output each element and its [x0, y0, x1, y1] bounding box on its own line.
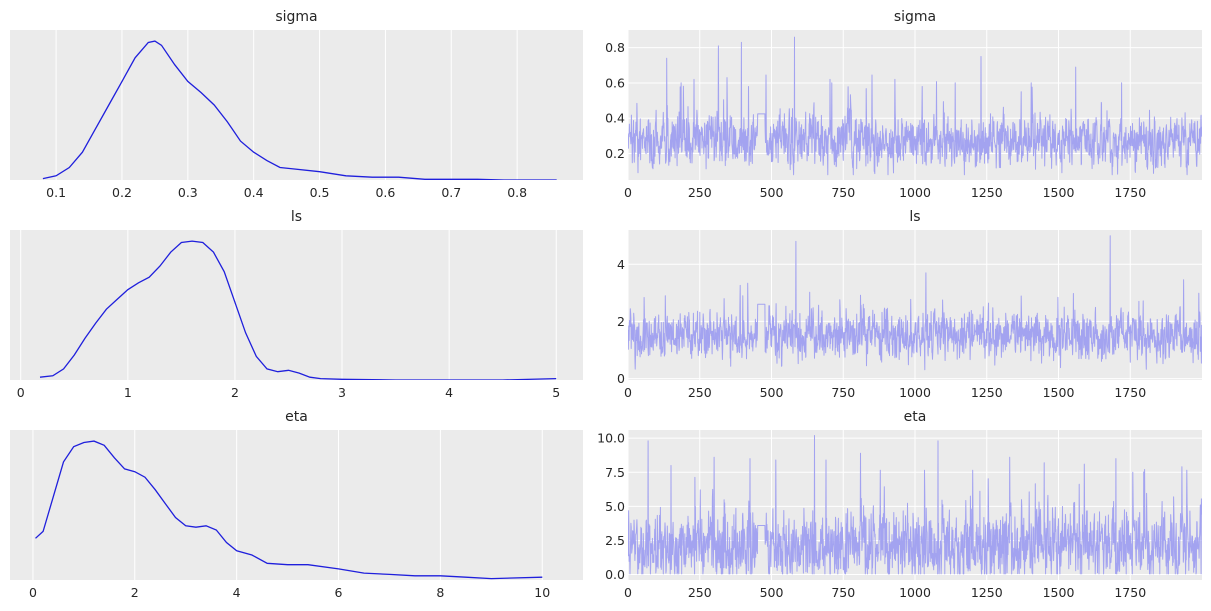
- x-tick-label: 0: [17, 385, 25, 400]
- y-tick-label: 7.5: [605, 465, 625, 480]
- panel-kde-eta: 0 2 4 6 8 10 eta: [10, 409, 583, 600]
- trace-line-ls: [628, 235, 1202, 371]
- x-tick-label: 0.1: [46, 185, 66, 200]
- x-tick-label: 1500: [1043, 585, 1075, 600]
- x-tick-label: 2: [131, 585, 139, 600]
- x-tick-label: 1750: [1114, 585, 1146, 600]
- x-tick-label: 250: [688, 585, 712, 600]
- kde-line-ls: [39, 240, 557, 380]
- x-tick-label: 1000: [899, 385, 931, 400]
- y-tick-label: 0: [617, 371, 625, 386]
- x-tick-label: 8: [436, 585, 444, 600]
- panel-trace-eta: 0 250 500 750 1000 1250 1500 1750 0.0 2.5 5.0 7.5 10…: [597, 409, 1202, 600]
- panel-title: ls: [291, 209, 302, 225]
- panel-kde-sigma: 0.1 0.2 0.3 0.4 0.5 0.6 0.7 0.8 sigma: [10, 9, 583, 200]
- x-tick-label: 250: [688, 385, 712, 400]
- y-tick-label: 0.6: [605, 75, 625, 90]
- trace-line-sigma: [628, 36, 1202, 176]
- y-tick-label: 0.0: [605, 567, 625, 582]
- x-tick-label: 500: [760, 385, 784, 400]
- x-tick-label: 1000: [899, 185, 931, 200]
- trace-line-eta: [628, 435, 1202, 575]
- x-tick-label: 1250: [971, 585, 1003, 600]
- x-tick-label: 750: [831, 385, 855, 400]
- panel-title: eta: [904, 409, 927, 425]
- panel-background: [10, 230, 583, 380]
- x-tick-label: 0.2: [112, 185, 132, 200]
- x-tick-label: 1750: [1114, 385, 1146, 400]
- panel-title: sigma: [275, 9, 317, 25]
- y-tick-label: 4: [617, 257, 625, 272]
- panel-trace-sigma: 0 250 500 750 1000 1250 1500 1750 0.2 0.4 0.6 0.8 si…: [605, 9, 1202, 200]
- x-tick-label: 0.7: [441, 185, 461, 200]
- x-tick-label: 3: [338, 385, 346, 400]
- x-tick-label: 0.5: [310, 185, 330, 200]
- x-tick-label: 1000: [899, 585, 931, 600]
- x-tick-label: 0.4: [244, 185, 264, 200]
- x-tick-label: 750: [831, 585, 855, 600]
- kde-line-sigma: [42, 40, 557, 180]
- x-tick-label: 500: [760, 585, 784, 600]
- panel-trace-ls: 0 250 500 750 1000 1250 1500 1750 0 2 4 ls: [617, 209, 1202, 400]
- x-tick-label: 0: [624, 585, 632, 600]
- x-tick-label: 4: [445, 385, 453, 400]
- x-tick-label: 250: [688, 185, 712, 200]
- x-tick-label: 1250: [971, 385, 1003, 400]
- panel-background: [10, 30, 583, 180]
- panel-title: sigma: [894, 9, 936, 25]
- panel-title: eta: [285, 409, 308, 425]
- x-tick-label: 0.6: [375, 185, 395, 200]
- y-tick-label: 0.2: [605, 146, 625, 161]
- y-tick-label: 0.8: [605, 40, 625, 55]
- y-tick-label: 2: [617, 314, 625, 329]
- panel-background: [10, 430, 583, 580]
- x-tick-label: 1: [124, 385, 132, 400]
- x-tick-label: 0.3: [178, 185, 198, 200]
- y-tick-label: 2.5: [605, 533, 625, 548]
- panel-kde-ls: 0 1 2 3 4 5 ls: [10, 209, 583, 400]
- x-tick-label: 1500: [1043, 385, 1075, 400]
- y-tick-label: 0.4: [605, 111, 625, 126]
- y-tick-label: 10.0: [597, 431, 625, 446]
- x-tick-label: 2: [231, 385, 239, 400]
- x-tick-label: 0: [624, 185, 632, 200]
- x-tick-label: 1500: [1043, 185, 1075, 200]
- x-tick-label: 10: [534, 585, 550, 600]
- x-tick-label: 4: [233, 585, 241, 600]
- x-tick-label: 5: [552, 385, 560, 400]
- x-tick-label: 500: [760, 185, 784, 200]
- x-tick-label: 0: [624, 385, 632, 400]
- x-tick-label: 750: [831, 185, 855, 200]
- x-tick-label: 0: [29, 585, 37, 600]
- x-tick-label: 0.8: [507, 185, 527, 200]
- x-tick-label: 1750: [1114, 185, 1146, 200]
- x-tick-label: 1250: [971, 185, 1003, 200]
- x-tick-label: 6: [335, 585, 343, 600]
- kde-line-eta: [35, 440, 543, 580]
- y-tick-label: 5.0: [605, 499, 625, 514]
- panel-title: ls: [909, 209, 920, 225]
